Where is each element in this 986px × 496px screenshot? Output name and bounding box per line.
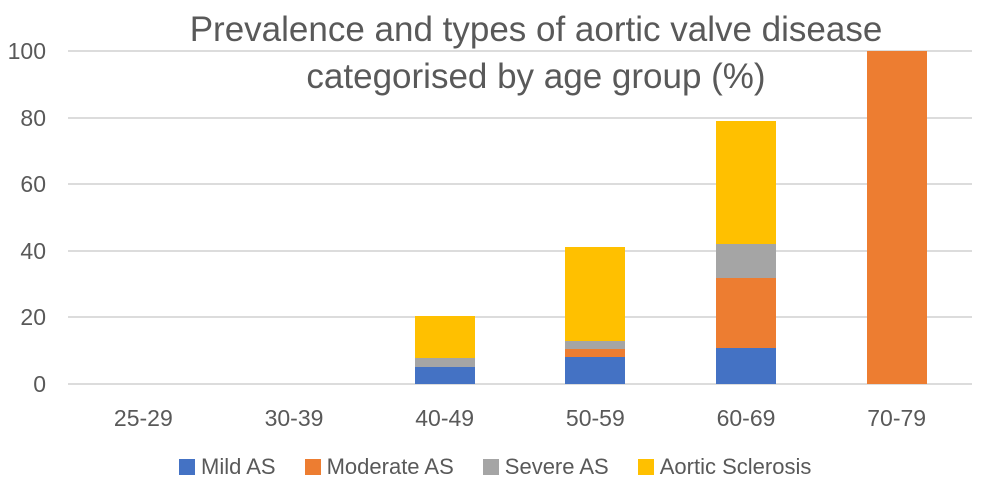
x-axis-label-50-59: 50-59 [565, 405, 625, 431]
legend-item-aortic-sclerosis: Aortic Sclerosis [637, 452, 812, 482]
bar-50-59-segment-mild-as [565, 357, 626, 384]
bar-40-49-segment-mild-as [414, 367, 475, 384]
y-axis-tick-label-0: 0 [33, 371, 46, 397]
legend-label-mild-as: Mild AS [201, 454, 276, 479]
legend: Mild AS Moderate AS Severe AS Aortic Sclero… [179, 452, 811, 482]
x-axis-label-25-29: 25-29 [113, 405, 173, 431]
bar-40-49-segment-aortic-sclerosis [414, 315, 475, 359]
bar-50-59-segment-severe-as [565, 340, 626, 350]
y-axis-tick-label-20: 20 [20, 304, 46, 331]
gridline-80 [68, 116, 972, 119]
legend-swatch-icon-mild-as [179, 459, 195, 475]
bar-70-79-segment-moderate-as [866, 51, 927, 384]
legend-item-moderate-as: Moderate AS [304, 452, 454, 482]
plot-area [68, 50, 972, 385]
chart-title-line-1: Prevalence and types of aortic valve dis… [189, 10, 883, 49]
gridline-20 [68, 316, 972, 319]
bar-60-69-segment-severe-as [716, 244, 776, 279]
y-axis-tick-label-40: 40 [20, 237, 46, 264]
x-axis-label-30-39: 30-39 [264, 405, 324, 431]
bar-40-49-segment-severe-as [414, 358, 475, 368]
bar-60-69-segment-moderate-as [716, 278, 776, 349]
legend-swatch-icon-moderate-as [304, 459, 321, 475]
legend-swatch-icon-aortic-sclerosis [637, 459, 654, 475]
bar-50-59-segment-aortic-sclerosis [565, 247, 626, 341]
bar-60-69-segment-mild-as [716, 348, 776, 384]
x-axis-label-60-69: 60-69 [716, 405, 776, 431]
legend-label-moderate-as: Moderate AS [326, 454, 454, 479]
y-axis-tick-label-60: 60 [20, 171, 46, 198]
gridline-40 [68, 249, 972, 252]
legend-label-aortic-sclerosis: Aortic Sclerosis [659, 454, 812, 479]
gridline-0 [68, 383, 972, 385]
legend-item-severe-as: Severe AS [482, 452, 609, 482]
bar-50-59-segment-moderate-as [565, 349, 626, 358]
gridline-100 [68, 50, 972, 52]
gridline-60 [68, 183, 972, 186]
bar-60-69-segment-aortic-sclerosis [716, 120, 776, 245]
legend-item-mild-as: Mild AS [179, 452, 276, 482]
y-axis-tick-label-80: 80 [20, 104, 46, 131]
legend-label-severe-as: Severe AS [504, 454, 609, 479]
x-axis-label-40-49: 40-49 [415, 405, 475, 431]
x-axis-label-70-79: 70-79 [867, 405, 927, 431]
y-axis-tick-label-100: 100 [7, 38, 46, 64]
legend-swatch-icon-severe-as [482, 459, 499, 475]
